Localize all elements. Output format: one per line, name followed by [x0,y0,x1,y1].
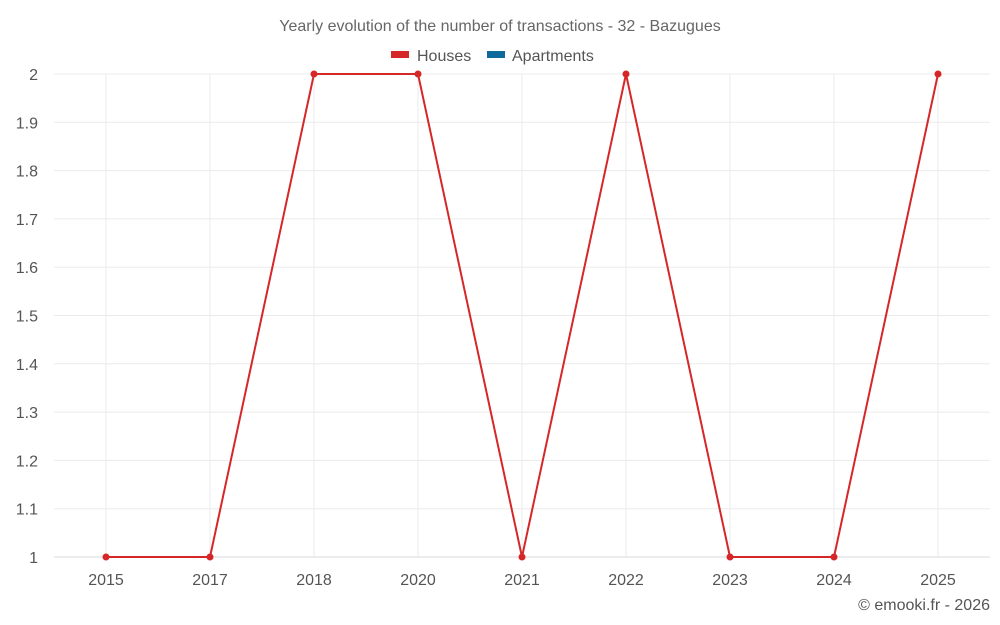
legend-label-apartments: Apartments [512,48,594,65]
y-tick-label: 1.6 [16,260,38,277]
y-tick-label: 1.4 [16,357,38,374]
x-tick-label: 2018 [296,572,332,589]
legend-swatch-apartments [487,51,505,58]
legend-label-houses: Houses [417,48,471,65]
y-tick-label: 1.2 [16,453,38,470]
chart-title: Yearly evolution of the number of transa… [279,18,720,35]
y-tick-label: 1 [29,550,38,567]
data-point[interactable] [414,70,422,78]
data-point[interactable] [102,553,110,561]
data-point[interactable] [310,70,318,78]
data-point[interactable] [622,70,630,78]
gridlines [54,73,990,558]
data-point[interactable] [830,553,838,561]
data-point[interactable] [726,553,734,561]
x-tick-label: 2025 [920,572,956,589]
legend-item-apartments[interactable]: Apartments [487,48,594,65]
legend-swatch-houses [391,51,409,58]
x-tick-label: 2017 [192,572,228,589]
legend-item-houses[interactable]: Houses [391,48,471,65]
y-tick-label: 2 [29,67,38,84]
y-tick-label: 1.3 [16,405,38,422]
x-tick-label: 2015 [88,572,124,589]
y-tick-label: 1.1 [16,502,38,519]
x-tick-label: 2020 [400,572,436,589]
data-point[interactable] [206,553,214,561]
x-tick-label: 2022 [608,572,644,589]
x-axis-ticks: 2015 2017 2018 2020 2021 2022 2023 2024 2025 [88,572,956,589]
y-tick-label: 1.5 [16,309,38,326]
series-layer [102,70,942,561]
data-point[interactable] [934,70,942,78]
x-tick-label: 2021 [504,572,540,589]
legend: Houses Apartments [391,48,594,65]
y-tick-label: 1.7 [16,212,38,229]
y-tick-label: 1.8 [16,164,38,181]
credit-text: © emooki.fr - 2026 [858,597,990,614]
data-point[interactable] [518,553,526,561]
y-axis-ticks: 1 1.1 1.2 1.3 1.4 1.5 1.6 1.7 1.8 1.9 2 [16,67,38,567]
y-tick-label: 1.9 [16,115,38,132]
x-tick-label: 2024 [816,572,852,589]
x-tick-label: 2023 [712,572,748,589]
